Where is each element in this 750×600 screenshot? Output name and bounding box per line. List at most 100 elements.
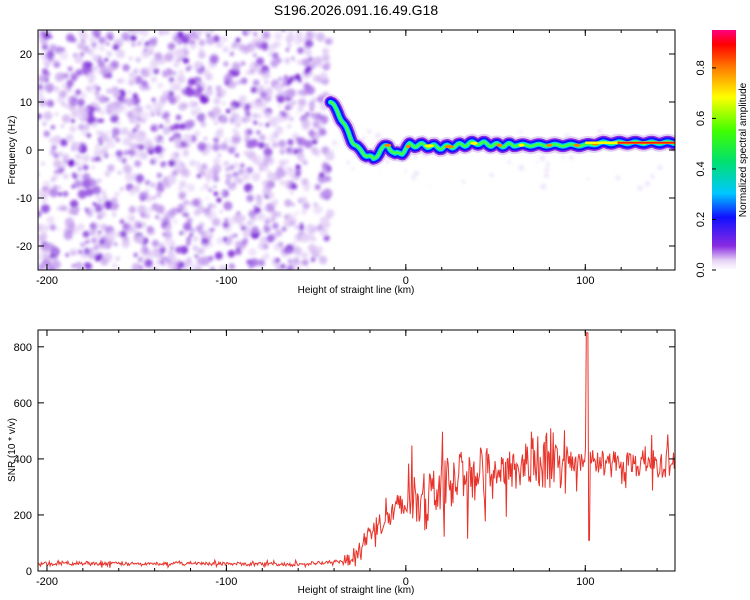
noise-blob xyxy=(222,142,228,148)
noise-blob xyxy=(385,159,390,164)
noise-blob xyxy=(110,197,118,205)
noise-blob xyxy=(297,47,304,54)
noise-blob xyxy=(154,145,163,155)
noise-blob xyxy=(170,240,176,247)
noise-blob xyxy=(258,230,263,235)
noise-blob xyxy=(253,205,257,209)
noise-blob xyxy=(278,139,287,148)
noise-blob xyxy=(58,90,67,99)
noise-blob xyxy=(173,123,180,130)
noise-blob xyxy=(281,226,287,232)
noise-blob xyxy=(174,96,179,101)
noise-blob xyxy=(164,52,174,62)
noise-blob xyxy=(65,253,70,257)
noise-blob xyxy=(290,117,294,122)
snr-x-tick-label: -100 xyxy=(215,576,237,588)
noise-blob xyxy=(298,156,305,163)
noise-blob xyxy=(121,157,127,164)
noise-blob xyxy=(295,30,303,38)
noise-blob xyxy=(91,106,97,112)
noise-blob xyxy=(301,252,309,260)
noise-blob xyxy=(243,49,249,54)
noise-blob xyxy=(309,100,316,107)
noise-blob xyxy=(147,207,153,213)
noise-blob xyxy=(216,197,222,203)
noise-blob xyxy=(261,70,271,80)
snr-y-tick-label: 600 xyxy=(14,398,32,410)
noise-blob xyxy=(135,123,141,129)
noise-blob xyxy=(179,166,188,175)
noise-blob xyxy=(305,111,310,117)
noise-blob xyxy=(196,173,202,179)
noise-blob xyxy=(186,242,190,246)
noise-blob xyxy=(186,85,191,91)
colorbar: 0.0 0.2 0.4 0.6 0.8 Normalized spectral ampl… xyxy=(695,30,749,278)
noise-blob xyxy=(69,125,77,133)
noise-blob xyxy=(205,93,209,98)
noise-blob xyxy=(222,237,227,242)
noise-blob xyxy=(156,112,161,116)
noise-blob xyxy=(128,150,132,154)
noise-blob xyxy=(82,164,89,171)
snr-y-tick-label: 200 xyxy=(14,510,32,522)
noise-blob xyxy=(178,261,185,269)
noise-blob xyxy=(51,248,59,255)
noise-blob xyxy=(159,124,164,129)
noise-blob xyxy=(325,151,335,161)
noise-blob xyxy=(131,77,136,82)
noise-blob xyxy=(200,121,207,128)
noise-blob xyxy=(216,92,222,97)
noise-blob xyxy=(95,194,101,200)
noise-blob xyxy=(57,151,64,157)
noise-blob xyxy=(153,249,163,259)
noise-blob xyxy=(309,62,317,70)
noise-blob xyxy=(72,172,76,176)
noise-blob xyxy=(257,259,266,267)
spectrogram-x-tick-label: 100 xyxy=(576,275,594,287)
noise-blob xyxy=(41,68,48,75)
noise-blob xyxy=(176,74,186,84)
noise-blob xyxy=(152,37,158,43)
noise-blob xyxy=(644,181,651,187)
noise-blob xyxy=(296,147,304,154)
noise-blob xyxy=(234,233,238,238)
noise-blob xyxy=(63,230,73,240)
noise-blob xyxy=(139,265,144,270)
noise-blob xyxy=(61,82,68,89)
noise-blob xyxy=(310,108,314,112)
noise-blob xyxy=(46,99,54,108)
noise-blob xyxy=(303,69,310,75)
noise-blob xyxy=(259,134,266,142)
noise-blob xyxy=(208,228,213,233)
noise-blob xyxy=(193,88,203,98)
noise-blob xyxy=(91,30,101,38)
noise-blob xyxy=(129,143,137,151)
noise-blob xyxy=(235,153,239,158)
noise-blob xyxy=(172,86,177,91)
noise-blob xyxy=(156,172,163,179)
noise-blob xyxy=(197,30,203,35)
noise-blob xyxy=(429,185,432,188)
noise-blob xyxy=(287,138,294,146)
noise-blob xyxy=(264,111,272,119)
noise-blob xyxy=(112,213,116,217)
noise-blob xyxy=(129,188,137,196)
noise-blob xyxy=(85,210,90,214)
noise-blob xyxy=(208,255,214,262)
noise-blob xyxy=(311,139,318,145)
noise-blob xyxy=(280,263,286,269)
noise-blob xyxy=(265,122,270,128)
noise-blob xyxy=(295,211,299,215)
noise-blob xyxy=(256,200,263,206)
noise-blob xyxy=(168,264,177,270)
noise-blob xyxy=(178,186,182,191)
noise-blob xyxy=(230,234,235,239)
noise-blob xyxy=(301,209,307,215)
noise-blob xyxy=(297,37,304,43)
noise-blob xyxy=(186,217,193,224)
noise-blob xyxy=(195,225,203,233)
noise-blob xyxy=(220,114,226,120)
noise-blob xyxy=(122,63,130,72)
